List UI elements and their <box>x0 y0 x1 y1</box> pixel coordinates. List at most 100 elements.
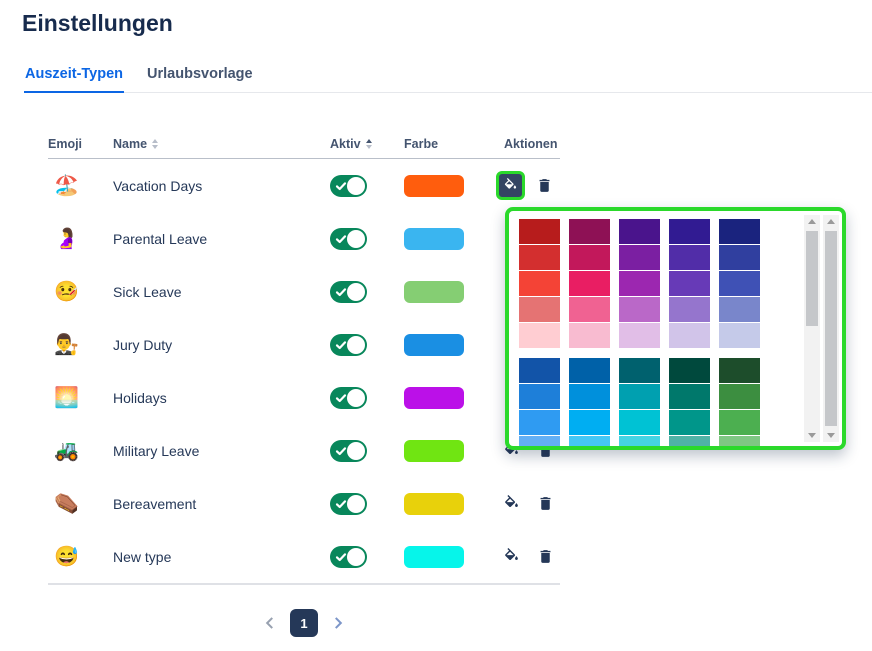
palette-swatch[interactable] <box>669 297 710 322</box>
palette-swatch[interactable] <box>669 245 710 270</box>
tab-auszeit-typen[interactable]: Auszeit-Typen <box>24 66 125 93</box>
palette-scrollbar[interactable] <box>804 215 820 442</box>
delete-button[interactable] <box>530 489 560 519</box>
current-page-button[interactable]: 1 <box>290 609 318 637</box>
check-icon <box>335 340 347 349</box>
type-emoji: 🤰 <box>54 227 79 250</box>
type-emoji: 😅 <box>54 545 79 568</box>
table-header-row: Emoji Name Aktiv Farbe Aktionen <box>48 130 560 159</box>
active-toggle[interactable] <box>330 174 367 197</box>
palette-swatch[interactable] <box>569 323 610 348</box>
color-swatch[interactable] <box>404 280 464 303</box>
active-toggle[interactable] <box>330 439 367 462</box>
palette-swatch[interactable] <box>519 436 560 446</box>
delete-button[interactable] <box>530 542 560 572</box>
palette-swatch[interactable] <box>669 410 710 435</box>
palette-swatch[interactable] <box>619 358 660 383</box>
color-fill-button[interactable] <box>496 542 526 572</box>
palette-swatch[interactable] <box>569 245 610 270</box>
active-toggle[interactable] <box>330 227 367 250</box>
scroll-up-icon[interactable] <box>827 219 835 224</box>
palette-swatch[interactable] <box>669 271 710 296</box>
palette-swatch[interactable] <box>719 219 760 244</box>
palette-swatch[interactable] <box>719 323 760 348</box>
color-swatch[interactable] <box>404 492 464 515</box>
toggle-knob <box>347 282 365 301</box>
prev-page-button[interactable] <box>261 614 279 632</box>
popup-scrollbar[interactable] <box>823 215 839 442</box>
palette-swatch[interactable] <box>669 436 710 446</box>
palette-swatch[interactable] <box>619 245 660 270</box>
active-toggle[interactable] <box>330 545 367 568</box>
color-fill-button[interactable] <box>496 489 526 519</box>
table-row: ⚰️ Bereavement <box>48 477 560 530</box>
color-swatch[interactable] <box>404 333 464 356</box>
palette-swatch[interactable] <box>619 323 660 348</box>
palette-swatch[interactable] <box>669 358 710 383</box>
active-toggle[interactable] <box>330 333 367 356</box>
palette-swatch[interactable] <box>619 219 660 244</box>
active-toggle[interactable] <box>330 280 367 303</box>
palette-swatch[interactable] <box>719 358 760 383</box>
palette-swatch[interactable] <box>669 384 710 409</box>
type-name: Vacation Days <box>113 177 203 194</box>
sort-icon[interactable] <box>365 139 372 149</box>
tab-urlaubsvorlage[interactable]: Urlaubsvorlage <box>147 66 253 82</box>
palette-swatch[interactable] <box>619 384 660 409</box>
palette-swatch[interactable] <box>569 297 610 322</box>
color-swatch[interactable] <box>404 545 464 568</box>
palette-swatch[interactable] <box>719 384 760 409</box>
palette-swatch[interactable] <box>569 410 610 435</box>
check-icon <box>335 234 347 243</box>
sort-icon[interactable] <box>152 139 159 149</box>
palette-swatch[interactable] <box>719 436 760 446</box>
palette-swatch[interactable] <box>519 245 560 270</box>
palette-swatch[interactable] <box>619 271 660 296</box>
palette-swatch[interactable] <box>569 271 610 296</box>
delete-button[interactable] <box>529 171 559 201</box>
color-swatch[interactable] <box>404 386 464 409</box>
palette-swatch[interactable] <box>619 436 660 446</box>
type-emoji: 🌅 <box>54 386 79 409</box>
palette-swatch[interactable] <box>569 384 610 409</box>
scroll-down-icon[interactable] <box>827 433 835 438</box>
color-swatch[interactable] <box>404 439 464 462</box>
palette-swatch[interactable] <box>569 436 610 446</box>
palette-swatch[interactable] <box>719 271 760 296</box>
scroll-up-icon[interactable] <box>808 219 816 224</box>
palette-swatch[interactable] <box>719 410 760 435</box>
check-icon <box>335 446 347 455</box>
palette-swatch[interactable] <box>669 323 710 348</box>
active-toggle[interactable] <box>330 386 367 409</box>
col-header-aktiv[interactable]: Aktiv <box>330 137 404 151</box>
next-page-button[interactable] <box>329 614 347 632</box>
palette-swatch[interactable] <box>619 297 660 322</box>
color-fill-button[interactable] <box>496 436 526 466</box>
palette-swatch[interactable] <box>719 245 760 270</box>
palette-swatch[interactable] <box>669 219 710 244</box>
color-swatch[interactable] <box>404 227 464 250</box>
color-fill-button[interactable] <box>496 171 525 200</box>
palette-swatch[interactable] <box>619 410 660 435</box>
palette-swatch[interactable] <box>519 297 560 322</box>
palette-swatch[interactable] <box>569 219 610 244</box>
scrollbar-thumb[interactable] <box>806 231 818 326</box>
palette-swatch[interactable] <box>519 358 560 383</box>
palette-swatch[interactable] <box>719 297 760 322</box>
palette-column <box>719 219 760 348</box>
check-icon <box>335 287 347 296</box>
color-swatch[interactable] <box>404 174 464 197</box>
scrollbar-thumb[interactable] <box>825 231 837 426</box>
col-header-name[interactable]: Name <box>113 137 330 151</box>
palette-swatch[interactable] <box>519 384 560 409</box>
palette-swatch[interactable] <box>569 358 610 383</box>
check-icon <box>335 552 347 561</box>
active-toggle[interactable] <box>330 492 367 515</box>
scroll-down-icon[interactable] <box>808 433 816 438</box>
palette-swatch[interactable] <box>519 323 560 348</box>
palette-swatch[interactable] <box>519 271 560 296</box>
palette-swatch[interactable] <box>519 219 560 244</box>
palette-swatch[interactable] <box>519 410 560 435</box>
type-emoji: 🤒 <box>54 280 79 303</box>
